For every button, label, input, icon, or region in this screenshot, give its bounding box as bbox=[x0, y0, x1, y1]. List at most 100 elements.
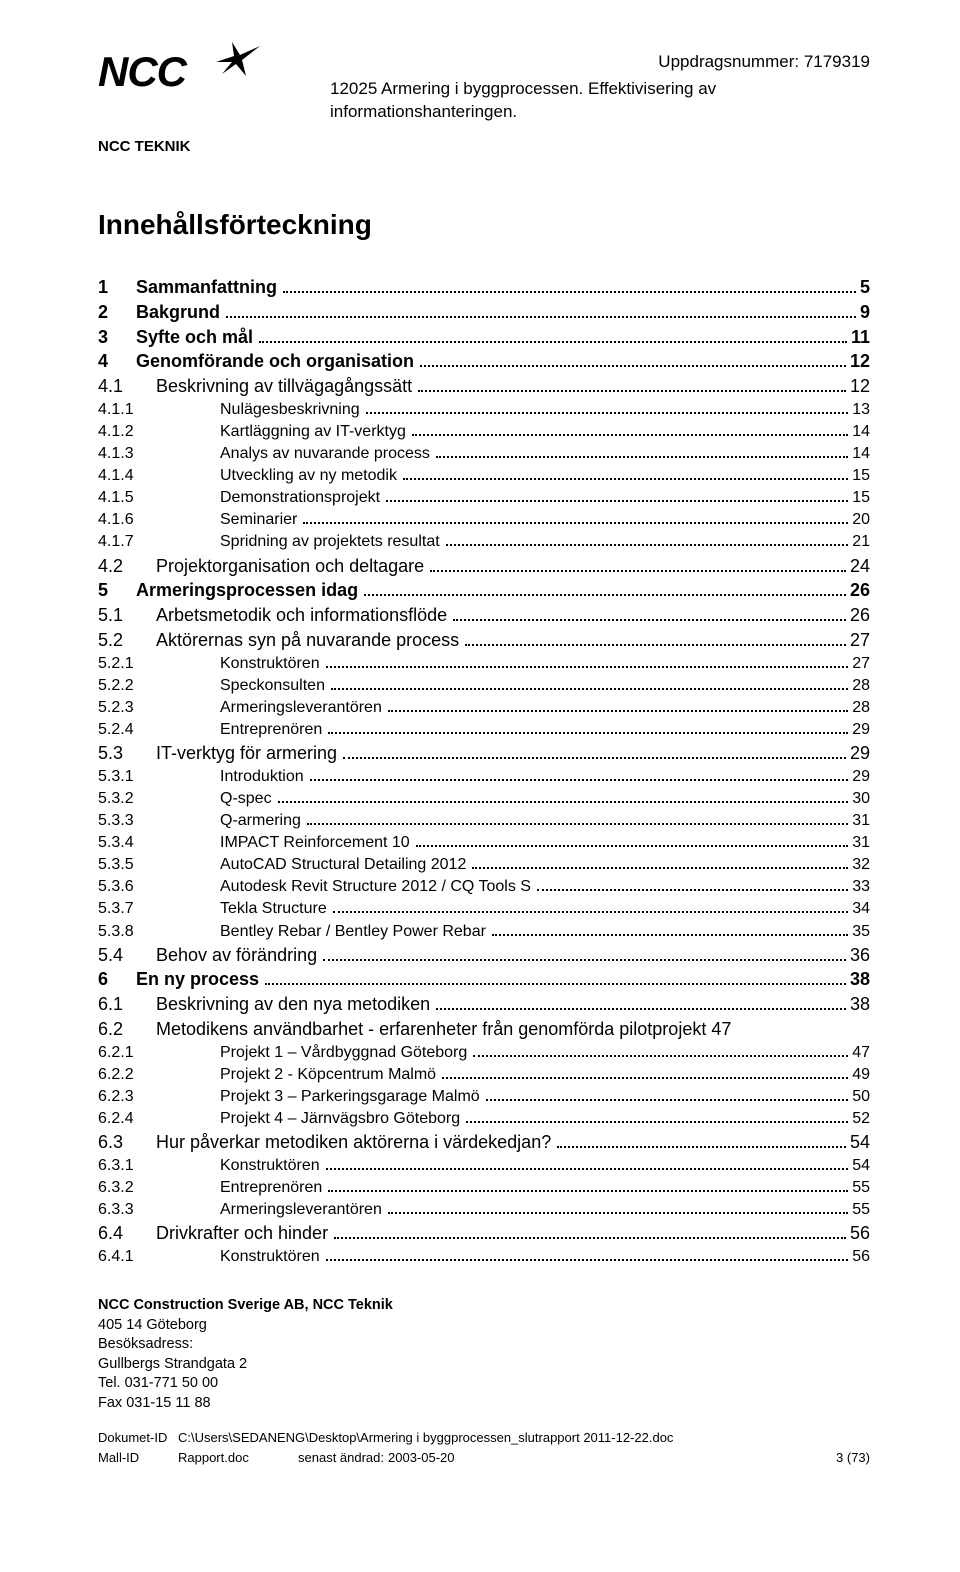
toc-entry: 5.2.1Konstruktören27 bbox=[98, 653, 870, 675]
toc-entry-title: Q-armering bbox=[220, 810, 301, 832]
toc-entry: 6.4.1Konstruktören56 bbox=[98, 1246, 870, 1268]
toc-entry-page: 15 bbox=[852, 487, 870, 509]
toc-entry-number: 4.1.1 bbox=[98, 399, 220, 421]
toc-entry-title: IMPACT Reinforcement 10 bbox=[220, 832, 410, 854]
toc-leader bbox=[323, 951, 846, 961]
toc-leader bbox=[303, 516, 848, 525]
toc-entry-number: 6.2.2 bbox=[98, 1064, 220, 1086]
toc-entry-page: 20 bbox=[852, 509, 870, 531]
toc-entry-title: Syfte och mål bbox=[136, 325, 253, 350]
toc-entry: 5.1Arbetsmetodik och informationsflöde26 bbox=[98, 603, 870, 628]
footer-meta: Dokumet-ID C:\Users\SEDANENG\Desktop\Arm… bbox=[98, 1428, 870, 1470]
toc-entry: 4.1.3Analys av nuvarande process14 bbox=[98, 443, 870, 465]
toc-entry: 5.4Behov av förändring36 bbox=[98, 943, 870, 968]
footer-fax: Fax 031-15 11 88 bbox=[98, 1394, 870, 1414]
toc-entry-page: 56 bbox=[850, 1221, 870, 1246]
toc-leader bbox=[326, 1161, 849, 1170]
toc-entry-number: 5.2.4 bbox=[98, 719, 220, 741]
toc-entry-number: 5.3.4 bbox=[98, 832, 220, 854]
toc-entry: 6.3.2Entreprenören55 bbox=[98, 1177, 870, 1199]
docid-label: Dokumet-ID bbox=[98, 1428, 178, 1449]
toc-leader bbox=[366, 405, 849, 414]
footer-postal: 405 14 Göteborg bbox=[98, 1316, 870, 1336]
toc-leader bbox=[388, 703, 848, 712]
toc-entry-page: 31 bbox=[852, 832, 870, 854]
document-title: 12025 Armering i byggprocessen. Effektiv… bbox=[330, 78, 790, 124]
toc-entry-page: 29 bbox=[852, 766, 870, 788]
toc-entry-page: 31 bbox=[852, 810, 870, 832]
toc-leader bbox=[472, 861, 848, 870]
toc-entry-title: Q-spec bbox=[220, 788, 272, 810]
toc-entry: 5.2.3Armeringsleverantören28 bbox=[98, 697, 870, 719]
toc-entry-title: Projektorganisation och deltagare bbox=[156, 554, 424, 579]
logo-text: NCC bbox=[98, 48, 186, 95]
toc-entry: 6.2.3Projekt 3 – Parkeringsgarage Malmö5… bbox=[98, 1086, 870, 1108]
toc-entry: 6.4Drivkrafter och hinder56 bbox=[98, 1221, 870, 1246]
header-right: Uppdragsnummer: 7179319 12025 Armering i… bbox=[248, 48, 870, 124]
page-footer: NCC Construction Sverige AB, NCC Teknik … bbox=[98, 1296, 870, 1469]
toc-entry-number: 4.1.7 bbox=[98, 531, 220, 553]
toc-entry-page: 49 bbox=[852, 1064, 870, 1086]
toc-entry: 1Sammanfattning5 bbox=[98, 275, 870, 300]
toc-entry-number: 6 bbox=[98, 967, 136, 992]
toc-entry-number: 6.2 bbox=[98, 1017, 156, 1042]
footer-bottom-row: Mall-ID Rapport.doc senast ändrad: 2003-… bbox=[98, 1448, 870, 1469]
toc-leader bbox=[334, 1229, 846, 1239]
toc-leader bbox=[430, 562, 846, 572]
toc-entry: 6En ny process38 bbox=[98, 967, 870, 992]
toc-entry: 5.3.7Tekla Structure34 bbox=[98, 898, 870, 920]
toc-entry-number: 4.1 bbox=[98, 374, 156, 399]
toc-entry: 5.3.4IMPACT Reinforcement 10 31 bbox=[98, 832, 870, 854]
toc-entry-page: 32 bbox=[852, 854, 870, 876]
toc-entry: 4.1.6Seminarier20 bbox=[98, 509, 870, 531]
toc-leader bbox=[446, 538, 849, 547]
toc-entry-number: 6.2.3 bbox=[98, 1086, 220, 1108]
toc-entry-title: Arbetsmetodik och informationsflöde bbox=[156, 603, 447, 628]
toc-leader bbox=[386, 494, 848, 503]
toc-entry: 5.3IT-verktyg för armering29 bbox=[98, 741, 870, 766]
toc-entry-page: 47 bbox=[852, 1042, 870, 1064]
toc-entry-page: 54 bbox=[852, 1155, 870, 1177]
toc-entry: 6.1Beskrivning av den nya metodiken38 bbox=[98, 992, 870, 1017]
toc-entry-title: Konstruktören bbox=[220, 653, 320, 675]
toc-entry-number: 4.2 bbox=[98, 554, 156, 579]
toc-entry-page: 29 bbox=[850, 741, 870, 766]
toc-entry: 2Bakgrund9 bbox=[98, 300, 870, 325]
toc-leader bbox=[453, 611, 846, 621]
toc-entry-page: 5 bbox=[860, 275, 870, 300]
mallid-label: Mall-ID bbox=[98, 1448, 178, 1469]
toc-entry-page: 14 bbox=[852, 421, 870, 443]
toc-entry-page: 27 bbox=[850, 628, 870, 653]
toc-entry-title: Behov av förändring bbox=[156, 943, 317, 968]
toc-entry-number: 6.2.4 bbox=[98, 1108, 220, 1130]
toc-entry-number: 5.3.8 bbox=[98, 921, 220, 943]
toc-entry-number: 5.2.2 bbox=[98, 675, 220, 697]
toc-leader bbox=[486, 1092, 849, 1101]
toc-entry: 5.3.8Bentley Rebar / Bentley Power Rebar… bbox=[98, 921, 870, 943]
toc-leader bbox=[420, 357, 846, 367]
toc-leader bbox=[259, 333, 847, 343]
toc-entry-title: Metodikens användbarhet - erfarenheter f… bbox=[156, 1017, 706, 1042]
toc-entry-page: 30 bbox=[852, 788, 870, 810]
docid-value: C:\Users\SEDANENG\Desktop\Armering i byg… bbox=[178, 1428, 870, 1449]
toc-entry-number: 6.2.1 bbox=[98, 1042, 220, 1064]
assignment-number: Uppdragsnummer: 7179319 bbox=[330, 52, 870, 72]
footer-docid-row: Dokumet-ID C:\Users\SEDANENG\Desktop\Arm… bbox=[98, 1428, 870, 1449]
toc-entry: 5.3.2Q-spec30 bbox=[98, 788, 870, 810]
toc-entry-page: 15 bbox=[852, 465, 870, 487]
toc-entry-title: Bentley Rebar / Bentley Power Rebar bbox=[220, 921, 486, 943]
toc-entry: 4.2Projektorganisation och deltagare 24 bbox=[98, 554, 870, 579]
toc-entry-number: 5.3.3 bbox=[98, 810, 220, 832]
toc-entry: 5.2.2Speckonsulten28 bbox=[98, 675, 870, 697]
toc-entry: 4.1.2Kartläggning av IT-verktyg14 bbox=[98, 421, 870, 443]
toc-entry-number: 4.1.3 bbox=[98, 443, 220, 465]
toc-entry-title: Analys av nuvarande process bbox=[220, 443, 430, 465]
toc-entry-title: Beskrivning av tillvägagångssätt bbox=[156, 374, 412, 399]
toc-leader bbox=[473, 1048, 848, 1057]
toc-entry-page: 24 bbox=[850, 554, 870, 579]
mallid-row: Mall-ID Rapport.doc senast ändrad: 2003-… bbox=[98, 1448, 836, 1469]
toc-entry: 6.3.3Armeringsleverantören55 bbox=[98, 1199, 870, 1221]
toc-entry-title: Genomförande och organisation bbox=[136, 349, 414, 374]
toc-leader bbox=[278, 794, 849, 803]
toc-entry-title: Sammanfattning bbox=[136, 275, 277, 300]
